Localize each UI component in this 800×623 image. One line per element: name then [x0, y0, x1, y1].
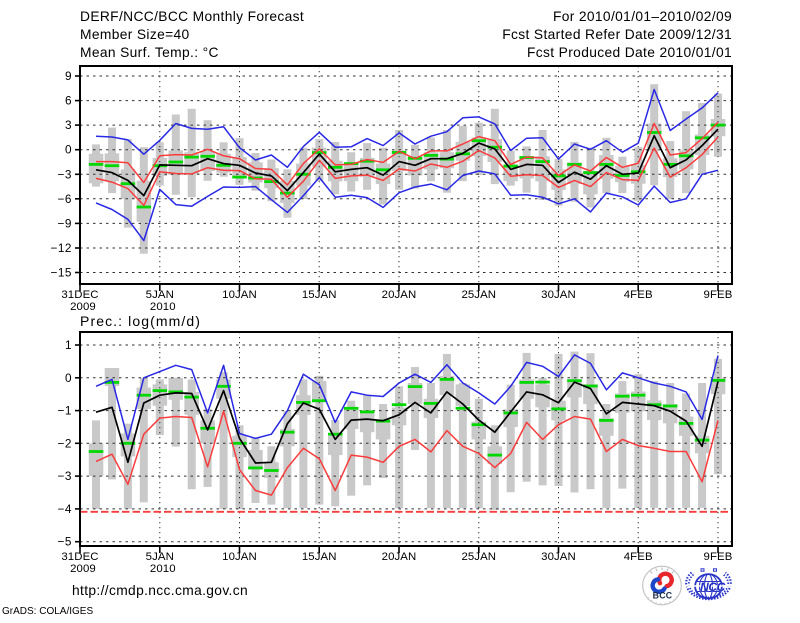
svg-text:20JAN: 20JAN	[382, 551, 417, 563]
svg-text:−2: −2	[58, 436, 72, 450]
svg-text:10JAN: 10JAN	[222, 551, 257, 563]
svg-text:1: 1	[65, 338, 72, 352]
svg-text:NCC: NCC	[700, 580, 726, 594]
svg-text:Prec.: log(mm/d): Prec.: log(mm/d)	[80, 313, 201, 329]
svg-text:9FEB: 9FEB	[704, 551, 733, 563]
svg-text:−15: −15	[50, 266, 72, 280]
svg-text:Fcst Started Refer Date 2009/1: Fcst Started Refer Date 2009/12/31	[502, 27, 732, 42]
svg-text:31DEC: 31DEC	[61, 289, 98, 301]
svg-text:25JAN: 25JAN	[461, 289, 496, 301]
svg-text:20JAN: 20JAN	[382, 289, 417, 301]
svg-text:10JAN: 10JAN	[222, 289, 257, 301]
svg-text:Mean Surf. Temp.: °C: Mean Surf. Temp.: °C	[80, 45, 219, 60]
svg-text:0: 0	[65, 371, 72, 385]
svg-text:6: 6	[65, 94, 72, 108]
svg-text:DERF/NCC/BCC Monthly Forecast: DERF/NCC/BCC Monthly Forecast	[80, 9, 304, 24]
svg-text:30JAN: 30JAN	[541, 289, 576, 301]
svg-text:−9: −9	[58, 216, 72, 230]
svg-text:Fcst Produced Date 2010/01/01: Fcst Produced Date 2010/01/01	[527, 45, 732, 60]
svg-text:4FEB: 4FEB	[624, 289, 653, 301]
svg-text:30JAN: 30JAN	[541, 551, 576, 563]
svg-text:−1: −1	[58, 404, 72, 418]
svg-text:5JAN: 5JAN	[146, 551, 174, 563]
svg-text:−12: −12	[50, 241, 72, 255]
svg-text:http://cmdp.ncc.cma.gov.cn: http://cmdp.ncc.cma.gov.cn	[72, 583, 248, 598]
svg-text:For 2010/01/01–2010/02/09: For 2010/01/01–2010/02/09	[553, 9, 732, 24]
svg-text:−3: −3	[58, 469, 72, 483]
svg-text:0: 0	[65, 143, 72, 157]
svg-text:15JAN: 15JAN	[302, 289, 337, 301]
svg-text:BCC: BCC	[653, 591, 673, 601]
svg-text:GrADS: COLA/IGES: GrADS: COLA/IGES	[2, 606, 93, 617]
svg-text:−3: −3	[58, 167, 72, 181]
svg-text:Member Size=40: Member Size=40	[80, 27, 190, 42]
svg-text:5JAN: 5JAN	[146, 289, 174, 301]
svg-text:4FEB: 4FEB	[624, 551, 653, 563]
svg-text:2010: 2010	[150, 301, 176, 313]
svg-text:31DEC: 31DEC	[61, 551, 98, 563]
svg-text:−4: −4	[58, 502, 72, 516]
svg-text:15JAN: 15JAN	[302, 551, 337, 563]
svg-text:25JAN: 25JAN	[461, 551, 496, 563]
svg-text:9: 9	[65, 69, 72, 83]
svg-text:−5: −5	[58, 535, 72, 549]
svg-text:2010: 2010	[150, 563, 176, 575]
svg-text:2009: 2009	[70, 301, 96, 313]
svg-text:2009: 2009	[70, 563, 96, 575]
svg-text:9FEB: 9FEB	[704, 289, 733, 301]
svg-text:3: 3	[65, 118, 72, 132]
svg-text:−6: −6	[58, 192, 72, 206]
